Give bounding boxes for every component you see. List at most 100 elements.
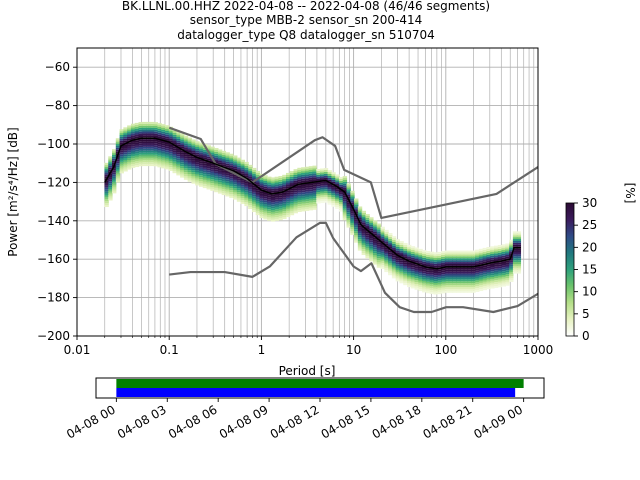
psd-cell xyxy=(187,137,193,140)
psd-cell xyxy=(176,173,181,176)
psd-cell xyxy=(410,267,416,270)
psd-cell xyxy=(357,244,363,247)
psd-cell xyxy=(501,257,506,260)
psd-cell xyxy=(441,291,446,294)
psd-cell xyxy=(388,246,393,249)
psd-cell xyxy=(380,230,385,233)
psd-cell xyxy=(350,208,355,210)
psd-cell xyxy=(161,149,166,152)
psd-cell xyxy=(463,264,469,266)
psd-cell xyxy=(297,202,302,205)
psd-cell xyxy=(195,148,200,151)
psd-cell xyxy=(422,263,427,266)
psd-cell xyxy=(467,273,472,276)
psd-cell xyxy=(478,252,484,255)
psd-cell xyxy=(285,215,291,218)
psd-cell xyxy=(376,242,382,245)
psd-cell xyxy=(365,246,370,249)
psd-cell xyxy=(293,207,298,210)
psd-cell xyxy=(187,162,193,165)
psd-cell xyxy=(112,181,117,184)
psd-cell xyxy=(338,207,344,210)
psd-cell xyxy=(361,243,366,246)
psd-cell xyxy=(168,149,174,152)
psd-cell xyxy=(308,168,314,171)
psd-cell xyxy=(146,156,151,159)
psd-cell xyxy=(342,176,348,179)
psd-cell xyxy=(267,199,272,202)
psd-cell xyxy=(459,262,465,264)
psd-cell xyxy=(240,173,245,176)
psd-cell xyxy=(350,200,355,203)
psd-cell xyxy=(195,177,200,180)
psd-cell xyxy=(323,170,329,172)
psd-cell xyxy=(297,187,302,189)
psd-cell xyxy=(274,205,280,208)
psd-cell xyxy=(282,213,287,216)
psd-cell xyxy=(433,263,438,266)
psd-cell xyxy=(490,284,495,287)
psd-cell xyxy=(372,222,378,225)
psd-cell xyxy=(516,248,522,251)
psd-cell xyxy=(361,233,366,236)
psd-cell xyxy=(289,196,295,198)
psd-cell xyxy=(384,266,389,269)
psd-cell xyxy=(221,179,227,182)
psd-cell xyxy=(376,227,382,230)
psd-cell xyxy=(463,250,469,253)
psd-cell xyxy=(380,261,385,264)
psd-cell xyxy=(176,152,181,155)
psd-cell xyxy=(130,148,136,151)
psd-cell xyxy=(497,248,503,251)
psd-cell xyxy=(236,182,242,185)
psd-cell xyxy=(251,175,257,178)
psd-cell xyxy=(342,193,348,196)
psd-cell xyxy=(274,199,280,202)
psd-cell xyxy=(444,279,450,282)
psd-cell xyxy=(497,281,503,284)
psd-cell xyxy=(259,198,264,201)
psd-cell xyxy=(395,248,401,251)
psd-cell xyxy=(482,255,488,258)
psd-cell xyxy=(365,250,370,253)
psd-cell xyxy=(191,149,196,151)
psd-cell xyxy=(278,208,283,211)
psd-cell xyxy=(376,261,382,264)
psd-cell xyxy=(115,174,121,177)
psd-cell xyxy=(471,288,476,291)
psd-cell xyxy=(516,264,522,266)
psd-cell xyxy=(236,196,242,198)
psd-cell xyxy=(418,268,423,270)
psd-cell xyxy=(248,185,253,188)
psd-cell xyxy=(471,252,476,255)
psd-cell xyxy=(376,233,382,236)
psd-cell xyxy=(403,262,408,265)
psd-cell xyxy=(316,169,321,171)
psd-cell xyxy=(187,139,193,142)
psd-cell xyxy=(320,178,325,181)
psd-cell xyxy=(312,169,317,172)
psd-cell xyxy=(134,165,140,168)
psd-cell xyxy=(183,162,189,165)
psd-cell xyxy=(225,171,230,174)
psd-cell xyxy=(229,178,234,181)
psd-cell xyxy=(433,271,438,274)
psd-cell xyxy=(376,231,382,234)
psd-cell xyxy=(206,185,211,188)
psd-cell xyxy=(210,169,215,172)
psd-cell xyxy=(285,192,291,195)
psd-cell xyxy=(395,267,401,270)
psd-cell xyxy=(202,155,208,158)
psd-cell xyxy=(493,276,499,279)
psd-cell xyxy=(331,202,336,205)
psd-cell xyxy=(509,249,514,252)
psd-cell xyxy=(410,282,416,285)
psd-cell xyxy=(119,138,124,141)
psd-cell xyxy=(123,156,128,159)
psd-cell xyxy=(475,284,480,287)
psd-cell xyxy=(395,271,401,274)
psd-cell xyxy=(425,277,431,280)
psd-cell xyxy=(399,279,404,282)
psd-cell xyxy=(471,277,476,280)
psd-cell xyxy=(142,131,147,134)
